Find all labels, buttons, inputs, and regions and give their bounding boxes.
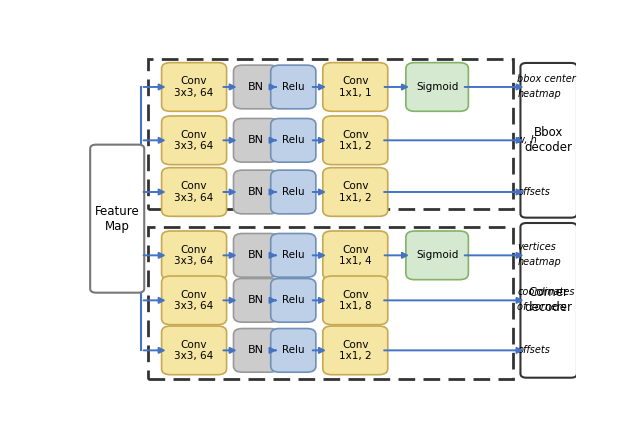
Text: bbox center: bbox center [518,74,576,84]
FancyBboxPatch shape [271,119,316,162]
Text: BN: BN [248,346,264,355]
Text: Conv
1x1, 2: Conv 1x1, 2 [339,129,372,151]
FancyBboxPatch shape [234,278,278,322]
FancyBboxPatch shape [161,326,227,375]
FancyBboxPatch shape [234,233,278,277]
FancyBboxPatch shape [406,231,468,280]
Text: Feature
Map: Feature Map [95,205,140,233]
Bar [148,227,513,379]
FancyBboxPatch shape [161,168,227,216]
Text: Sigmoid: Sigmoid [416,82,458,92]
Text: Relu: Relu [282,136,305,145]
FancyBboxPatch shape [323,326,388,375]
Text: Relu: Relu [282,346,305,355]
FancyBboxPatch shape [323,276,388,325]
Text: Relu: Relu [282,250,305,260]
Text: Conv
1x1, 2: Conv 1x1, 2 [339,339,372,361]
FancyBboxPatch shape [520,63,577,218]
Bar [148,58,513,209]
FancyBboxPatch shape [234,170,278,214]
Text: coordinates: coordinates [518,287,575,297]
FancyBboxPatch shape [161,231,227,280]
FancyBboxPatch shape [271,278,316,322]
FancyBboxPatch shape [234,119,278,162]
FancyBboxPatch shape [323,63,388,111]
Text: Conv
3x3, 64: Conv 3x3, 64 [175,181,214,203]
Text: BN: BN [248,250,264,260]
Text: Relu: Relu [282,187,305,197]
FancyBboxPatch shape [271,329,316,372]
Text: Conv
3x3, 64: Conv 3x3, 64 [175,129,214,151]
FancyBboxPatch shape [271,233,316,277]
FancyBboxPatch shape [323,116,388,165]
Text: BN: BN [248,187,264,197]
Text: Relu: Relu [282,295,305,305]
FancyBboxPatch shape [271,170,316,214]
Text: Conv
3x3, 64: Conv 3x3, 64 [175,76,214,98]
Text: heatmap: heatmap [518,89,561,99]
FancyBboxPatch shape [161,276,227,325]
FancyBboxPatch shape [520,223,577,378]
FancyBboxPatch shape [234,329,278,372]
Text: Conv
1x1, 1: Conv 1x1, 1 [339,76,372,98]
Text: Conv
3x3, 64: Conv 3x3, 64 [175,339,214,361]
Text: BN: BN [248,82,264,92]
FancyBboxPatch shape [323,231,388,280]
Text: BN: BN [248,136,264,145]
Text: Relu: Relu [282,82,305,92]
Text: Conv
3x3, 64: Conv 3x3, 64 [175,290,214,311]
FancyBboxPatch shape [323,168,388,216]
Text: Conv
1x1, 4: Conv 1x1, 4 [339,245,372,266]
FancyBboxPatch shape [234,65,278,109]
Text: Conv
3x3, 64: Conv 3x3, 64 [175,245,214,266]
Text: offsets: offsets [518,346,550,355]
Text: Conv
1x1, 2: Conv 1x1, 2 [339,181,372,203]
Text: of corners: of corners [518,302,566,312]
Text: w, h: w, h [518,136,537,145]
Text: Conv
1x1, 8: Conv 1x1, 8 [339,290,372,311]
FancyBboxPatch shape [161,63,227,111]
FancyBboxPatch shape [271,65,316,109]
Text: offsets: offsets [518,187,550,197]
FancyBboxPatch shape [406,63,468,111]
Text: Corner
decoder: Corner decoder [525,286,573,314]
Text: vertices: vertices [518,242,556,252]
Text: BN: BN [248,295,264,305]
Text: Bbox
decoder: Bbox decoder [525,126,573,154]
Text: Sigmoid: Sigmoid [416,250,458,260]
Text: heatmap: heatmap [518,257,561,267]
FancyBboxPatch shape [90,145,144,293]
FancyBboxPatch shape [161,116,227,165]
